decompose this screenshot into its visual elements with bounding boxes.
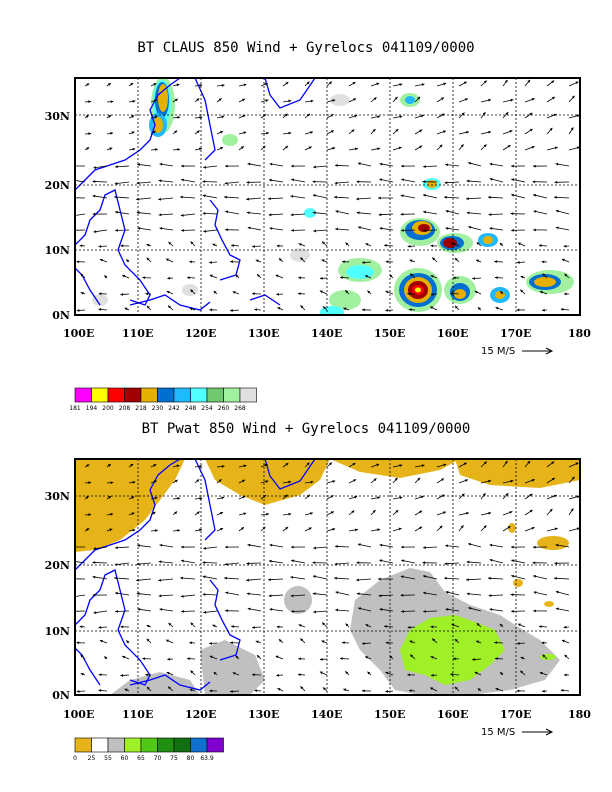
tick-label: 0N [52, 309, 70, 322]
colorbar-swatch [239, 387, 257, 403]
tick-label: 100E [63, 327, 94, 340]
tick-label: 140E [311, 708, 342, 721]
colorbar-label: 200 [102, 405, 114, 412]
top-coastlines [75, 78, 316, 311]
colorbar-label: 55 [104, 755, 112, 762]
tick-label: 0N [52, 689, 70, 702]
colorbar-swatch [157, 387, 175, 403]
tick-label: 140E [311, 327, 342, 340]
tick-label: 130E [248, 708, 279, 721]
colorbar-swatch [190, 737, 208, 753]
bottom-y-axis: 0N 10N 20N 30N [45, 490, 70, 702]
tick-label: 100E [63, 708, 94, 721]
colorbar-swatch [140, 737, 158, 753]
top-cloud-shading [92, 78, 574, 315]
bottom-scale-reference: 15 M/S [481, 727, 554, 738]
tick-label: 150E [374, 708, 405, 721]
tick-label: 160E [437, 708, 468, 721]
colorbar-label: 181 [69, 405, 81, 412]
colorbar-label: 218 [135, 405, 147, 412]
colorbar-swatch [74, 387, 92, 403]
colorbar-label: 260 [218, 405, 230, 412]
scale-label: 15 M/S [481, 346, 515, 357]
colorbar-swatch [107, 387, 125, 403]
tick-label: 10N [45, 244, 70, 257]
colorbar-swatch [206, 387, 224, 403]
tick-label: 20N [45, 559, 70, 572]
colorbar-label: 230 [152, 405, 164, 412]
bottom-coastlines [75, 459, 316, 691]
tick-label: 180 [568, 708, 591, 721]
tick-label: 20N [45, 179, 70, 192]
colorbar-swatch [107, 737, 125, 753]
top-colorbar: 181 194 200 208 218 230 242 248 254 260 268 [69, 387, 257, 412]
bottom-map: 100E 110E 120E 130E 140E 150E 160E 170E … [45, 458, 591, 762]
tick-label: 110E [122, 327, 153, 340]
tick-label: 170E [500, 708, 531, 721]
colorbar-swatch [157, 737, 175, 753]
colorbar-label: 194 [86, 405, 98, 412]
colorbar-label: 70 [154, 755, 162, 762]
colorbar-label: 268 [234, 405, 246, 412]
tick-label: 30N [45, 110, 70, 123]
top-map-title: BT CLAUS 850 Wind + Gyrelocs 041109/0000 [137, 40, 475, 56]
tick-label: 150E [374, 327, 405, 340]
bottom-x-axis: 100E 110E 120E 130E 140E 150E 160E 170E … [63, 708, 591, 721]
top-y-axis: 0N 10N 20N 30N [45, 110, 70, 322]
colorbar-label: 248 [185, 405, 197, 412]
colorbar-swatch [74, 737, 92, 753]
colorbar-label: 25 [88, 755, 96, 762]
colorbar-label: 208 [119, 405, 131, 412]
colorbar-swatch [91, 387, 109, 403]
top-wind-vectors [75, 79, 580, 312]
tick-label: 160E [437, 327, 468, 340]
colorbar-label: 0 [73, 755, 77, 762]
colorbar-label: 75 [170, 755, 178, 762]
colorbar-swatch [124, 387, 142, 403]
top-map: 100E 110E 120E 130E 140E 150E 160E 170E … [45, 77, 591, 412]
bottom-map-title: BT Pwat 850 Wind + Gyrelocs 041109/0000 [141, 421, 471, 437]
bottom-colorbar: 0 25 55 60 65 70 75 80 63.9 [73, 737, 224, 762]
colorbar-swatch [173, 737, 191, 753]
colorbar-label: 63.9 [200, 755, 214, 762]
colorbar-swatch [91, 737, 109, 753]
colorbar-label: 80 [187, 755, 195, 762]
bottom-wind-vectors [75, 460, 580, 693]
scale-label: 15 M/S [481, 727, 515, 738]
colorbar-swatch [190, 387, 208, 403]
bottom-graticule [75, 459, 580, 695]
tick-label: 120E [185, 708, 216, 721]
colorbar-label: 242 [168, 405, 180, 412]
top-map-frame [74, 77, 581, 316]
bottom-map-frame [74, 458, 581, 696]
colorbar-label: 60 [121, 755, 129, 762]
tick-label: 130E [248, 327, 279, 340]
colorbar-swatch [173, 387, 191, 403]
colorbar-swatch [140, 387, 158, 403]
colorbar-label: 254 [201, 405, 213, 412]
top-x-axis: 100E 110E 120E 130E 140E 150E 160E 170E … [63, 327, 591, 340]
top-scale-reference: 15 M/S [481, 346, 554, 357]
tick-label: 120E [185, 327, 216, 340]
top-graticule [75, 78, 580, 315]
tick-label: 170E [500, 327, 531, 340]
colorbar-swatch [124, 737, 142, 753]
colorbar-swatch [206, 737, 224, 753]
tick-label: 30N [45, 490, 70, 503]
tick-label: 110E [122, 708, 153, 721]
colorbar-label: 65 [137, 755, 145, 762]
tick-label: 10N [45, 625, 70, 638]
tick-label: 180 [568, 327, 591, 340]
bottom-pwat-shading [75, 459, 580, 695]
colorbar-swatch [223, 387, 241, 403]
